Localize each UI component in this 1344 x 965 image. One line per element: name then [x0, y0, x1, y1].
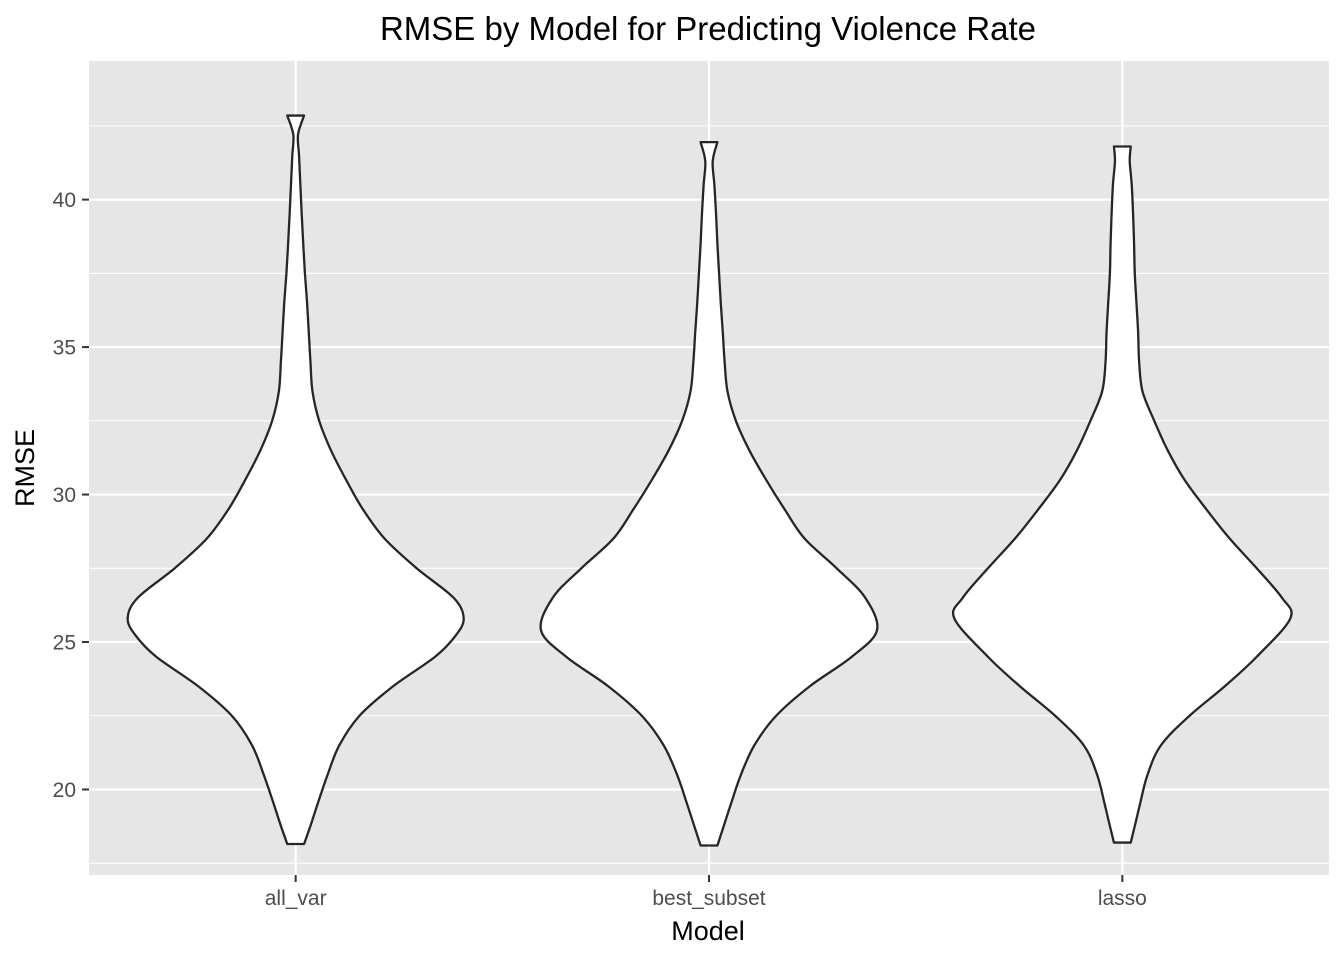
- y-tick-label: 25: [53, 632, 76, 655]
- x-axis-title: Model: [671, 916, 745, 946]
- violin-best-subset: [539, 140, 879, 847]
- violin-all-var: [126, 114, 465, 846]
- x-tick-label: lasso: [1098, 887, 1147, 910]
- y-tick-label: 20: [53, 779, 76, 802]
- y-tick-label: 35: [53, 337, 76, 360]
- x-axis: all_var best_subset lasso: [265, 875, 1147, 910]
- x-tick-label: all_var: [265, 887, 327, 910]
- y-axis: 20 25 30 35 40: [53, 189, 89, 802]
- violin-lasso: [951, 145, 1293, 844]
- violins: [126, 114, 1293, 847]
- y-tick-label: 40: [53, 189, 76, 212]
- chart-title: RMSE by Model for Predicting Violence Ra…: [380, 10, 1036, 47]
- y-tick-label: 30: [53, 484, 76, 507]
- x-tick-label: best_subset: [652, 887, 765, 910]
- y-axis-title: RMSE: [10, 429, 40, 507]
